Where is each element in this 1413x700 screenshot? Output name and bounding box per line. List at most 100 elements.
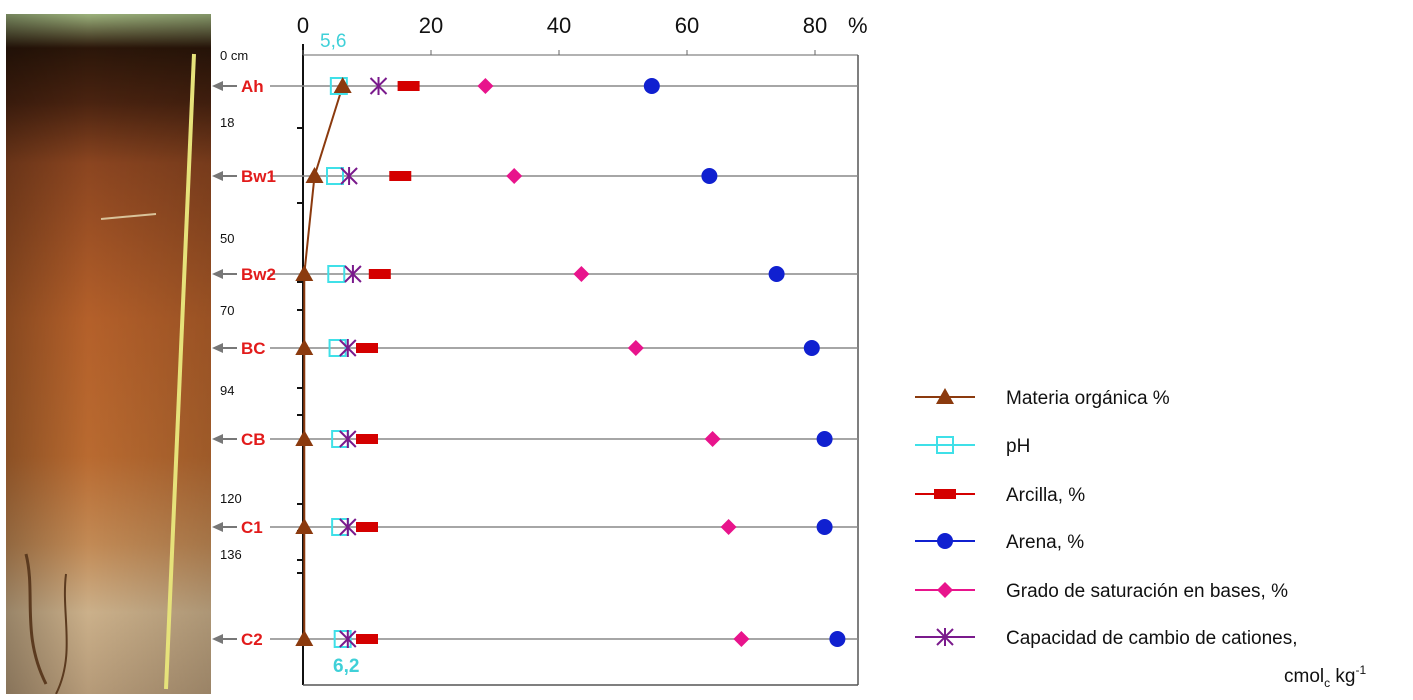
bar-shape: [389, 171, 412, 181]
horizon-label: Bw1: [241, 167, 276, 186]
x-axis-unit: %: [848, 13, 868, 38]
triangle-shape: [295, 265, 314, 281]
x-tick-label: 40: [547, 13, 571, 38]
horizon-arrow-head: [212, 434, 223, 444]
saturacion-point: [720, 519, 737, 535]
legend-label: Arcilla, %: [1006, 485, 1085, 506]
materia-point: [305, 167, 324, 183]
arcilla-point: [389, 171, 412, 181]
triangle-shape: [936, 388, 954, 404]
ph-point: [326, 167, 344, 185]
soil-profile-photo: [6, 14, 211, 694]
square-shape: [327, 265, 346, 283]
arcilla-point: [368, 269, 391, 279]
cic-point: [339, 518, 357, 536]
depth-label: 136: [220, 547, 242, 562]
legend-label: pH: [1006, 436, 1030, 457]
cic-point: [344, 265, 362, 283]
arena-point: [816, 431, 833, 447]
depth-label: 50: [220, 231, 234, 246]
horizon-label: BC: [241, 339, 266, 358]
bar-shape: [356, 343, 378, 353]
horizon-arrow-head: [212, 171, 223, 181]
saturacion-point: [704, 431, 721, 447]
circle-shape: [829, 631, 846, 647]
triangle-shape: [295, 339, 314, 355]
horizon-label: Ah: [241, 77, 264, 96]
square-shape: [326, 167, 344, 185]
depth-label: 94: [220, 383, 234, 398]
saturacion-point: [477, 78, 494, 94]
legend-item: Arcilla, %: [915, 485, 1085, 506]
legend-item: Materia orgánica %: [915, 388, 1170, 409]
triangle-shape: [295, 518, 314, 534]
legend-label: Arena, %: [1006, 532, 1084, 553]
circle-shape: [816, 519, 833, 535]
arcilla-point: [356, 434, 378, 444]
arena-point: [816, 519, 833, 535]
circle-shape: [643, 78, 660, 94]
circle-shape: [937, 533, 953, 549]
legend-marker: [934, 489, 956, 499]
x-tick-label: 0: [297, 13, 309, 38]
x-tick-label: 20: [419, 13, 443, 38]
horizon-arrow-head: [212, 343, 223, 353]
arena-point: [803, 340, 820, 356]
arena-point: [829, 631, 846, 647]
arcilla-point: [397, 81, 420, 91]
triangle-shape: [295, 630, 314, 646]
horizon-arrow-head: [212, 81, 223, 91]
diamond-shape: [506, 168, 523, 184]
bar-shape: [368, 269, 391, 279]
legend-label: Capacidad de cambio de cationes,: [1006, 628, 1298, 649]
ph-top-label: 5,6: [320, 31, 346, 52]
ph-point: [333, 630, 352, 648]
materia-point: [295, 518, 314, 534]
diamond-shape: [937, 582, 953, 598]
depth-label: 18: [220, 115, 234, 130]
arena-point: [643, 78, 660, 94]
arcilla-point: [356, 634, 378, 644]
arena-point: [701, 168, 718, 184]
bar-shape: [356, 634, 378, 644]
circle-shape: [816, 431, 833, 447]
square-shape: [936, 436, 954, 454]
depth-label: 0 cm: [220, 48, 248, 63]
diamond-shape: [733, 631, 750, 647]
legend-item: pH: [915, 436, 1030, 457]
saturacion-point: [506, 168, 523, 184]
bar-shape: [356, 522, 378, 532]
diamond-shape: [720, 519, 737, 535]
ph-point: [328, 339, 347, 357]
legend-unit: cmolc kg-1: [1284, 663, 1366, 690]
legend-marker: [936, 628, 954, 646]
cic-point: [339, 630, 357, 648]
cic-point: [369, 77, 388, 95]
materia-point: [295, 265, 314, 281]
triangle-shape: [295, 430, 314, 446]
materia-point: [295, 630, 314, 646]
legend-item: Capacidad de cambio de cationes, cmolc kg…: [915, 628, 1366, 690]
x-tick-label: 80: [803, 13, 827, 38]
horizon-label: CB: [241, 430, 266, 449]
depth-label: 70: [220, 303, 234, 318]
materia-point: [295, 339, 314, 355]
arcilla-point: [356, 343, 378, 353]
materia-point: [333, 77, 352, 93]
diamond-shape: [704, 431, 721, 447]
ph-bottom-label: 6,2: [333, 656, 359, 677]
saturacion-point: [573, 266, 590, 282]
circle-shape: [803, 340, 820, 356]
saturacion-point: [733, 631, 750, 647]
diamond-shape: [477, 78, 494, 94]
x-tick-label: 60: [675, 13, 699, 38]
arena-point: [768, 266, 785, 282]
ph-point: [327, 265, 346, 283]
cic-point: [340, 167, 358, 185]
square-shape: [333, 630, 352, 648]
circle-shape: [701, 168, 718, 184]
legend-marker: [937, 533, 953, 549]
legend-marker: [936, 388, 954, 404]
cic-point: [339, 430, 357, 448]
